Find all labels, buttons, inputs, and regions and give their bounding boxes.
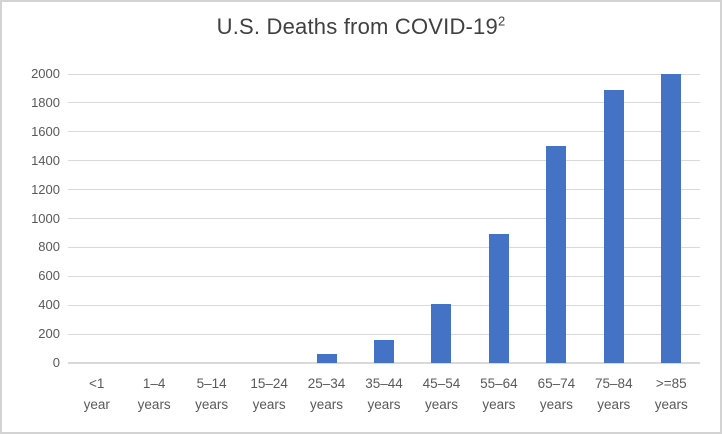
- x-tick-line2: years: [539, 397, 573, 412]
- x-tick-line1: 25–34: [307, 376, 346, 391]
- x-tick-line2: years: [424, 397, 458, 412]
- x-tick-line2: years: [654, 397, 688, 412]
- x-tick-line1: 45–54: [422, 376, 461, 391]
- x-tick-line1: >=85: [655, 376, 687, 391]
- y-tick-label-0: 0: [52, 355, 60, 370]
- y-tick-label-1600: 1600: [31, 123, 60, 139]
- y-tick-label-200: 200: [38, 326, 60, 342]
- bar-2534-years: [316, 353, 337, 363]
- x-tick-line2: years: [310, 397, 344, 412]
- y-tick-label-1800: 1800: [31, 94, 60, 110]
- y-tick-label-400: 400: [38, 297, 60, 313]
- x-tick-line2: year: [83, 397, 110, 412]
- gridline-1000: [68, 218, 700, 219]
- x-tick-label-7: 55–64 years: [470, 373, 527, 415]
- x-tick-line1: <1: [89, 376, 105, 391]
- gridline-1400: [68, 160, 700, 162]
- gridline-400: [68, 304, 700, 306]
- x-tick-label-6: 45–54 years: [413, 373, 470, 415]
- gridline-1800: [68, 102, 700, 104]
- x-tick-line2: years: [597, 397, 631, 412]
- chart-title: U.S. Deaths from COVID-192: [2, 14, 720, 40]
- x-tick-line2: years: [367, 397, 401, 412]
- x-tick-label-10: >=85 years: [643, 373, 700, 415]
- x-tick-label-1: 1–4 years: [125, 373, 182, 415]
- y-tick-label-600: 600: [38, 268, 60, 284]
- x-tick-line1: 55–64: [480, 376, 518, 391]
- x-tick-label-3: 15–24 years: [240, 373, 297, 415]
- x-tick-label-9: 75–84 years: [585, 373, 642, 415]
- x-tick-line2: years: [252, 397, 286, 412]
- chart-title-text: U.S. Deaths from COVID-19: [216, 14, 498, 39]
- chart-title-superscript: 2: [497, 13, 506, 29]
- gridline-1600: [68, 131, 700, 133]
- bar-5564-years: [488, 234, 509, 363]
- gridline-800: [68, 246, 700, 248]
- gridline-1200: [68, 189, 700, 191]
- y-tick-label-1400: 1400: [31, 152, 60, 168]
- x-tick-line1: 5–14: [196, 376, 227, 391]
- x-tick-line1: 1–4: [142, 376, 166, 391]
- gridline-600: [68, 275, 700, 277]
- x-tick-label-8: 65–74 years: [528, 373, 585, 415]
- plot-area: [68, 73, 700, 364]
- x-tick-label-5: 35–44 years: [355, 373, 412, 415]
- x-tick-label-0: <1 year: [68, 373, 125, 415]
- x-tick-line1: 75–84: [595, 376, 633, 391]
- gridline-200: [68, 333, 700, 335]
- x-tick-line1: 15–24: [250, 376, 288, 391]
- bar-4554-years: [431, 304, 452, 363]
- bar-6574-years: [546, 146, 567, 363]
- bar-3544-years: [374, 339, 394, 363]
- x-tick-line2: years: [482, 397, 516, 412]
- bar-7584-years: [603, 89, 624, 363]
- x-axis-line: [68, 362, 700, 364]
- x-tick-label-2: 5–14 years: [183, 373, 240, 415]
- y-tick-label-1200: 1200: [31, 181, 60, 197]
- gridline-2000: [68, 73, 700, 75]
- x-tick-label-4: 25–34 years: [298, 373, 355, 415]
- bar-85-years: [661, 74, 682, 363]
- y-tick-label-2000: 2000: [31, 66, 60, 81]
- x-tick-line1: 35–44: [365, 376, 403, 391]
- y-tick-label-1000: 1000: [31, 210, 60, 226]
- x-tick-line1: 65–74: [537, 376, 576, 391]
- x-tick-line2: years: [195, 397, 229, 412]
- x-tick-line2: years: [137, 397, 171, 412]
- y-tick-label-800: 800: [38, 239, 60, 255]
